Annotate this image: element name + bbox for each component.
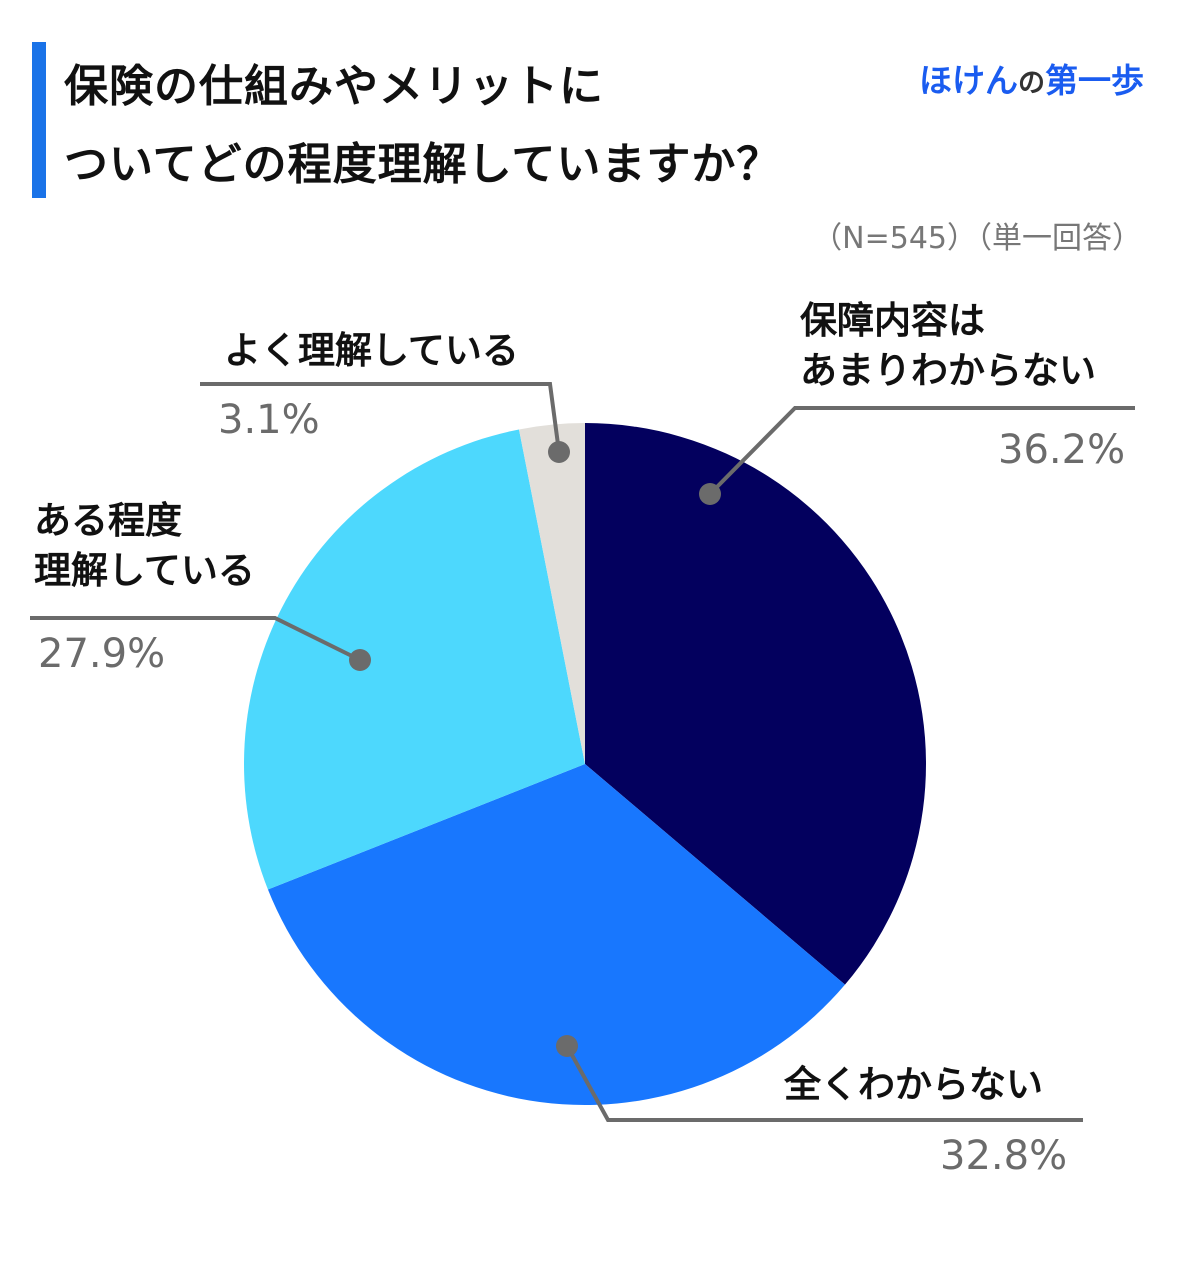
brand-part-3: 第一歩: [1045, 61, 1144, 100]
chart-title-line-2: ついてどの程度理解していますか？: [64, 139, 782, 190]
leader-line-not-much: [708, 406, 1135, 496]
slice-label-some: ある程度 理解している 27.9%: [34, 496, 255, 677]
slice-value-none: 32.8%: [940, 1133, 1068, 1179]
slice-some: [244, 429, 586, 890]
chart-title-line-1: 保険の仕組みやメリットに: [64, 61, 604, 112]
slice-well: [518, 423, 585, 764]
slice-name-some: ある程度 理解している: [34, 499, 255, 592]
slice-name-none: 全くわからない: [784, 1063, 1043, 1106]
slice-label-none: 全くわからない 32.8%: [784, 1060, 1067, 1179]
title-accent-bar: [32, 42, 46, 198]
brand-logo: ほけんの第一歩: [919, 54, 1144, 102]
brand-part-2: の: [1018, 68, 1045, 99]
slices-layer: [244, 423, 927, 1105]
brand-part-1: ほけん: [919, 61, 1018, 100]
slice-name-well: よく理解している: [224, 329, 519, 372]
leader-dot-none: [556, 1035, 578, 1057]
slice-name-not-much: 保障内容は あまりわからない: [800, 299, 1096, 392]
leaders-layer: [30, 382, 1135, 1122]
slice-not-much: [585, 423, 927, 985]
slice-label-not-much: 保障内容は あまりわからない 36.2%: [800, 296, 1125, 473]
slice-label-well: よく理解している 3.1%: [218, 326, 519, 443]
leader-line-none: [565, 1045, 1083, 1122]
leader-line-well: [200, 382, 561, 453]
slice-none: [267, 764, 845, 1105]
leader-dot-well: [548, 441, 570, 463]
slice-value-not-much: 36.2%: [998, 427, 1126, 473]
sample-note: （N=545）（単一回答）: [812, 221, 1142, 256]
leader-dot-not-much: [699, 483, 721, 505]
leader-dot-some: [349, 649, 371, 671]
leader-line-some: [30, 616, 361, 662]
slice-value-well: 3.1%: [218, 397, 320, 443]
slice-value-some: 27.9%: [38, 631, 166, 677]
